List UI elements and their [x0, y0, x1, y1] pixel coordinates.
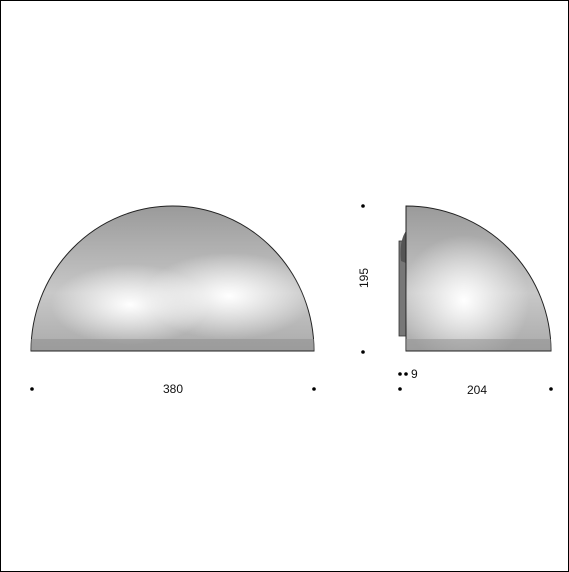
mount-thickness-label: 9: [411, 367, 418, 381]
front-view: [30, 205, 315, 352]
front-dome-highlight-right: [31, 206, 314, 351]
height-label: 195: [357, 268, 371, 288]
wall-mount-bracket: [400, 231, 406, 263]
side-depth-label: 204: [467, 383, 487, 397]
depth-marker-left: [398, 387, 402, 391]
dimension-markers: [30, 204, 553, 391]
front-base-band: [31, 339, 314, 351]
mount-marker-left: [398, 372, 402, 376]
side-view: [398, 205, 552, 352]
depth-marker-right: [549, 387, 553, 391]
width-marker-left: [30, 387, 34, 391]
front-width-label: 380: [163, 382, 183, 396]
side-base-band: [406, 339, 551, 351]
height-marker-top: [361, 204, 365, 208]
side-dome-highlight: [406, 206, 551, 351]
height-marker-bottom: [361, 350, 365, 354]
width-marker-right: [312, 387, 316, 391]
mount-marker-right: [404, 372, 408, 376]
